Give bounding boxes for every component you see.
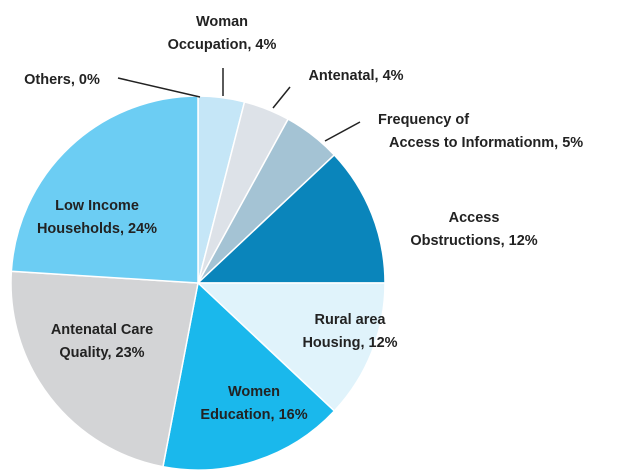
category-label: Women Education [200,384,280,423]
pie-slice [196,153,386,284]
category-label: Others [24,72,71,88]
category-label: Woman Occupation [168,14,248,53]
value-label: 12% [509,233,538,249]
pie-slice [10,270,199,468]
slice-label: Access Obstructions, 12% [410,210,537,249]
value-label: 5% [562,135,583,151]
value-label: 24% [128,221,157,237]
value-label: 16% [279,407,308,423]
slice-label: Others, 0% [24,72,100,88]
slice-label: Antenatal, 4% [308,68,403,84]
pie [10,95,386,471]
category-label: Rural area Housing [302,312,386,351]
value-label: 12% [369,335,398,351]
value-label: 4% [383,68,404,84]
category-label: Low Income Households [37,198,139,237]
leader-line [324,121,361,142]
value-label: 23% [116,345,145,361]
category-label: Antenatal [308,68,374,84]
slice-label: Frequency of Access to Informationm, 5% [378,112,583,151]
leader-line [272,86,291,109]
pie-slice [196,282,386,413]
pie-slice [162,281,336,471]
value-label: 4% [255,37,276,53]
category-label: Access Obstructions [410,210,500,249]
category-label: Frequency of Access to Informationm [378,112,554,151]
pie-slice [10,95,199,284]
slice-label: Woman Occupation, 4% [168,14,277,53]
category-label: Antenatal Care Quality [51,322,153,361]
leader-line [117,77,201,98]
value-label: 0% [79,72,100,88]
